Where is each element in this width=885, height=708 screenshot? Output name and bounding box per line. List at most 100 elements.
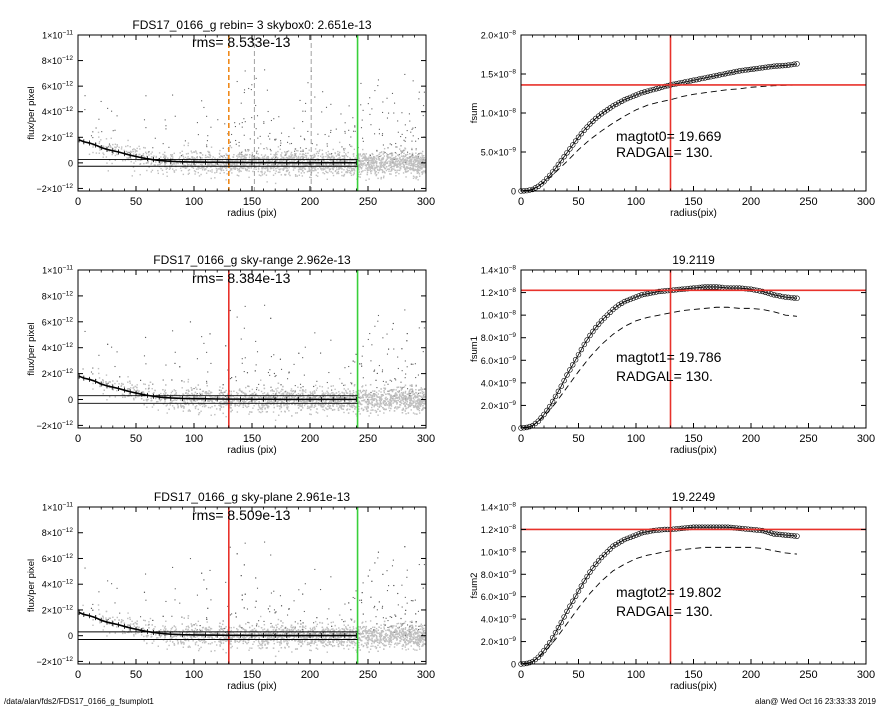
scatter-point	[231, 401, 233, 403]
scatter-point	[362, 163, 364, 165]
scatter-point	[264, 408, 266, 410]
x-tick-label: 100	[185, 196, 203, 208]
scatter-point	[299, 393, 302, 396]
scatter-point	[341, 408, 343, 410]
scatter-point	[411, 152, 414, 155]
scatter-point	[320, 155, 322, 157]
fsum-point	[742, 67, 748, 73]
scatter-point	[346, 392, 349, 394]
scatter-point	[373, 168, 376, 170]
scatter-point	[266, 167, 269, 169]
scatter-point	[300, 135, 302, 137]
scatter-point	[331, 160, 334, 162]
scatter-point	[404, 395, 407, 397]
scatter-point	[377, 166, 379, 168]
scatter-point	[388, 401, 391, 403]
scatter-point	[370, 156, 373, 159]
scatter-point	[352, 117, 354, 119]
scatter-point	[352, 410, 355, 413]
scatter-point	[90, 371, 93, 373]
scatter-point	[197, 168, 199, 170]
scatter-point	[351, 406, 354, 409]
scatter-point	[419, 404, 421, 406]
scatter-point	[417, 402, 419, 404]
scatter-point	[333, 403, 335, 405]
scatter-point	[381, 395, 383, 398]
scatter-point	[390, 380, 393, 382]
scatter-point	[314, 384, 317, 387]
scatter-point	[259, 395, 262, 397]
scatter-point	[274, 155, 276, 157]
scatter-point	[409, 158, 411, 160]
scatter-point	[207, 159, 209, 161]
scatter-point	[311, 163, 313, 166]
scatter-point	[407, 167, 409, 169]
scatter-point	[307, 394, 310, 396]
scatter-point	[378, 159, 380, 161]
scatter-point	[318, 396, 321, 399]
y-tick-label: 1.0×10−8	[481, 108, 517, 119]
scatter-point	[169, 167, 171, 169]
scatter-point	[303, 153, 305, 156]
scatter-point	[403, 152, 405, 155]
scatter-point	[348, 163, 351, 165]
chart-profile-rebin: 0 50 100 150 200 250 300−2×10−1202×10−124×10−1…	[26, 18, 435, 219]
scatter-point	[419, 389, 422, 391]
fsum-point	[759, 65, 766, 71]
scatter-point	[233, 399, 236, 402]
scatter-point	[281, 163, 284, 166]
scatter-point	[189, 157, 191, 160]
scatter-point	[400, 155, 403, 157]
scatter-point	[261, 168, 263, 170]
scatter-point	[397, 399, 400, 402]
scatter-point	[406, 161, 408, 163]
scatter-point	[288, 157, 291, 160]
scatter-point	[276, 164, 278, 167]
scatter-point	[311, 397, 314, 399]
scatter-point	[284, 158, 286, 160]
scatter-point	[188, 394, 190, 396]
scatter-point	[284, 411, 286, 413]
scatter-point	[373, 164, 375, 167]
scatter-point	[229, 158, 231, 160]
scatter-point	[251, 117, 253, 119]
scatter-point	[280, 164, 283, 166]
scatter-point	[370, 172, 372, 175]
scatter-point	[252, 157, 254, 159]
scatter-point	[139, 173, 141, 176]
scatter-point	[378, 153, 380, 156]
scatter-point	[118, 383, 120, 385]
scatter-point	[236, 404, 238, 406]
scatter-point	[389, 143, 391, 145]
scatter-point	[164, 151, 166, 154]
scatter-point	[294, 163, 296, 165]
scatter-point	[112, 152, 114, 155]
scatter-point	[362, 154, 364, 156]
scatter-point	[362, 393, 365, 396]
scatter-point	[371, 344, 373, 346]
scatter-point	[168, 168, 171, 170]
scatter-point	[244, 154, 246, 157]
scatter-point	[388, 409, 391, 412]
scatter-point	[241, 122, 243, 124]
scatter-point	[266, 397, 269, 399]
scatter-point	[290, 153, 292, 155]
fsum-point	[736, 68, 743, 74]
scatter-point	[402, 150, 404, 152]
scatter-point	[201, 160, 203, 163]
scatter-point	[317, 162, 320, 165]
scatter-point	[147, 160, 150, 163]
scatter-point	[306, 407, 309, 410]
scatter-point	[335, 155, 338, 157]
scatter-point	[192, 394, 194, 396]
scatter-point	[111, 162, 113, 165]
scatter-point	[396, 400, 398, 402]
scatter-point	[277, 163, 279, 166]
scatter-point	[408, 163, 410, 165]
scatter-point	[293, 158, 295, 160]
scatter-point	[171, 390, 174, 393]
scatter-point	[420, 152, 423, 155]
scatter-point	[222, 406, 225, 408]
scatter-point	[409, 159, 412, 161]
scatter-point	[267, 162, 270, 165]
